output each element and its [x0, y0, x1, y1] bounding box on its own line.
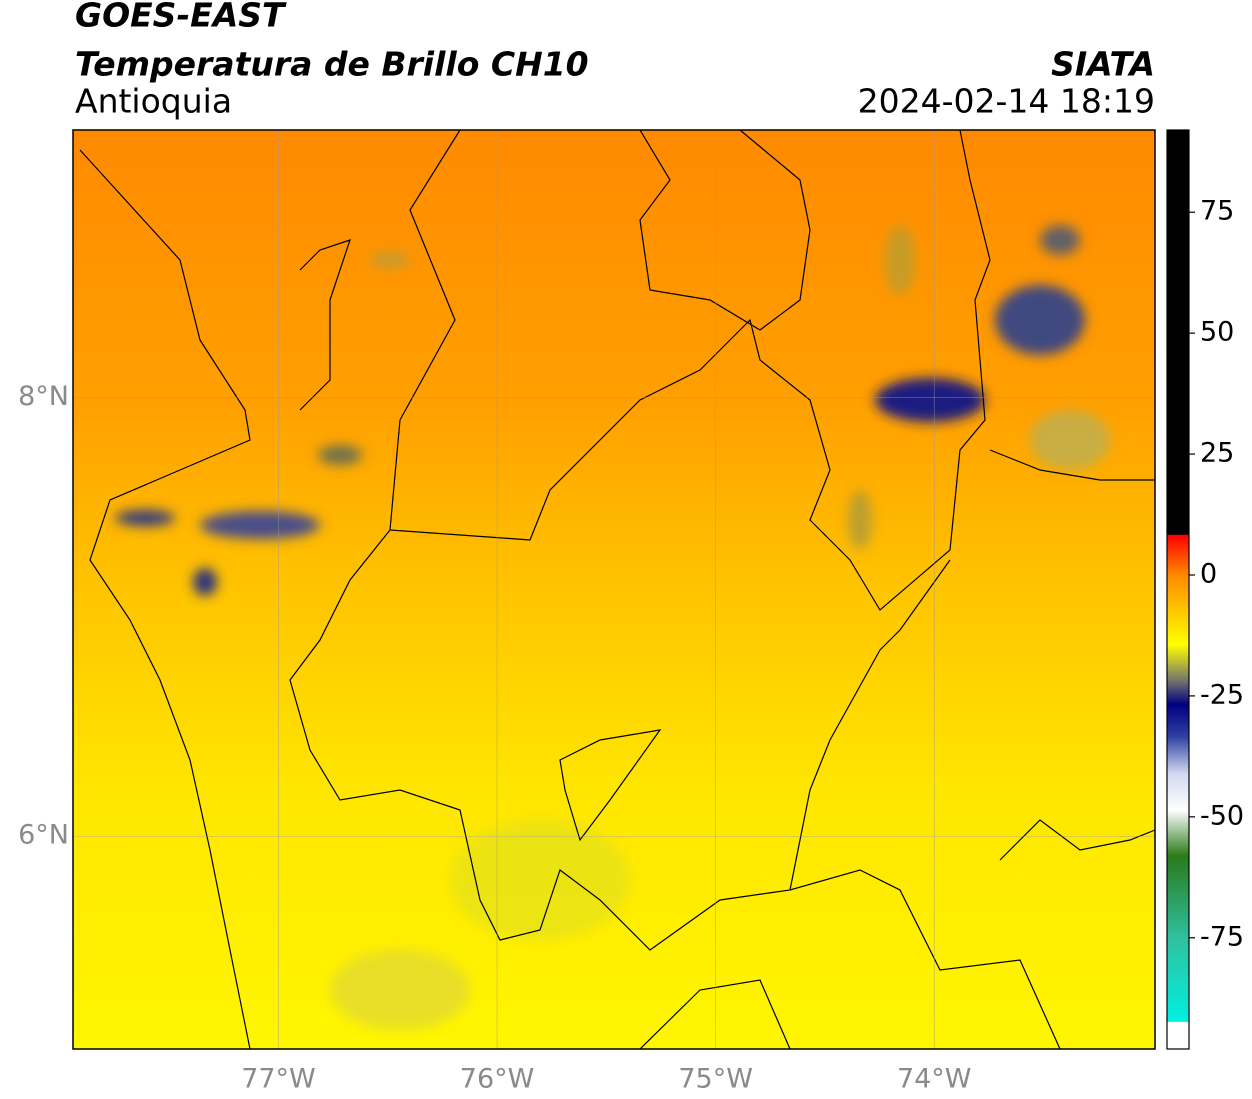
colorbar-tick-label: 50	[1200, 317, 1234, 348]
colorbar-tick-label: -75	[1200, 921, 1244, 952]
source: SIATA	[1051, 45, 1155, 84]
lon-label: 77°W	[241, 1064, 316, 1095]
lon-label: 75°W	[678, 1064, 753, 1095]
lon-label: 74°W	[897, 1064, 972, 1095]
lon-label: 76°W	[460, 1064, 535, 1095]
lat-label: 8°N	[18, 381, 69, 412]
colorbar-tick-label: -25	[1200, 679, 1244, 710]
subtitle: Temperatura de Brillo CH10	[75, 45, 589, 84]
satellite-image	[73, 130, 1155, 1049]
graticule	[73, 130, 1155, 1049]
map-frame	[72, 129, 1156, 1050]
colorbar-tick-label: -50	[1200, 800, 1244, 831]
title: GOES-EAST	[75, 0, 287, 35]
lat-label: 6°N	[18, 820, 69, 851]
colorbar-tick-label: 25	[1200, 438, 1234, 469]
datetime: 2024-02-14 18:19	[858, 82, 1155, 121]
colorbar-tick-label: 75	[1200, 196, 1234, 227]
colorbar	[1166, 129, 1190, 1050]
colorbar-tick-label: 0	[1200, 558, 1217, 589]
region: Antioquia	[75, 82, 232, 121]
